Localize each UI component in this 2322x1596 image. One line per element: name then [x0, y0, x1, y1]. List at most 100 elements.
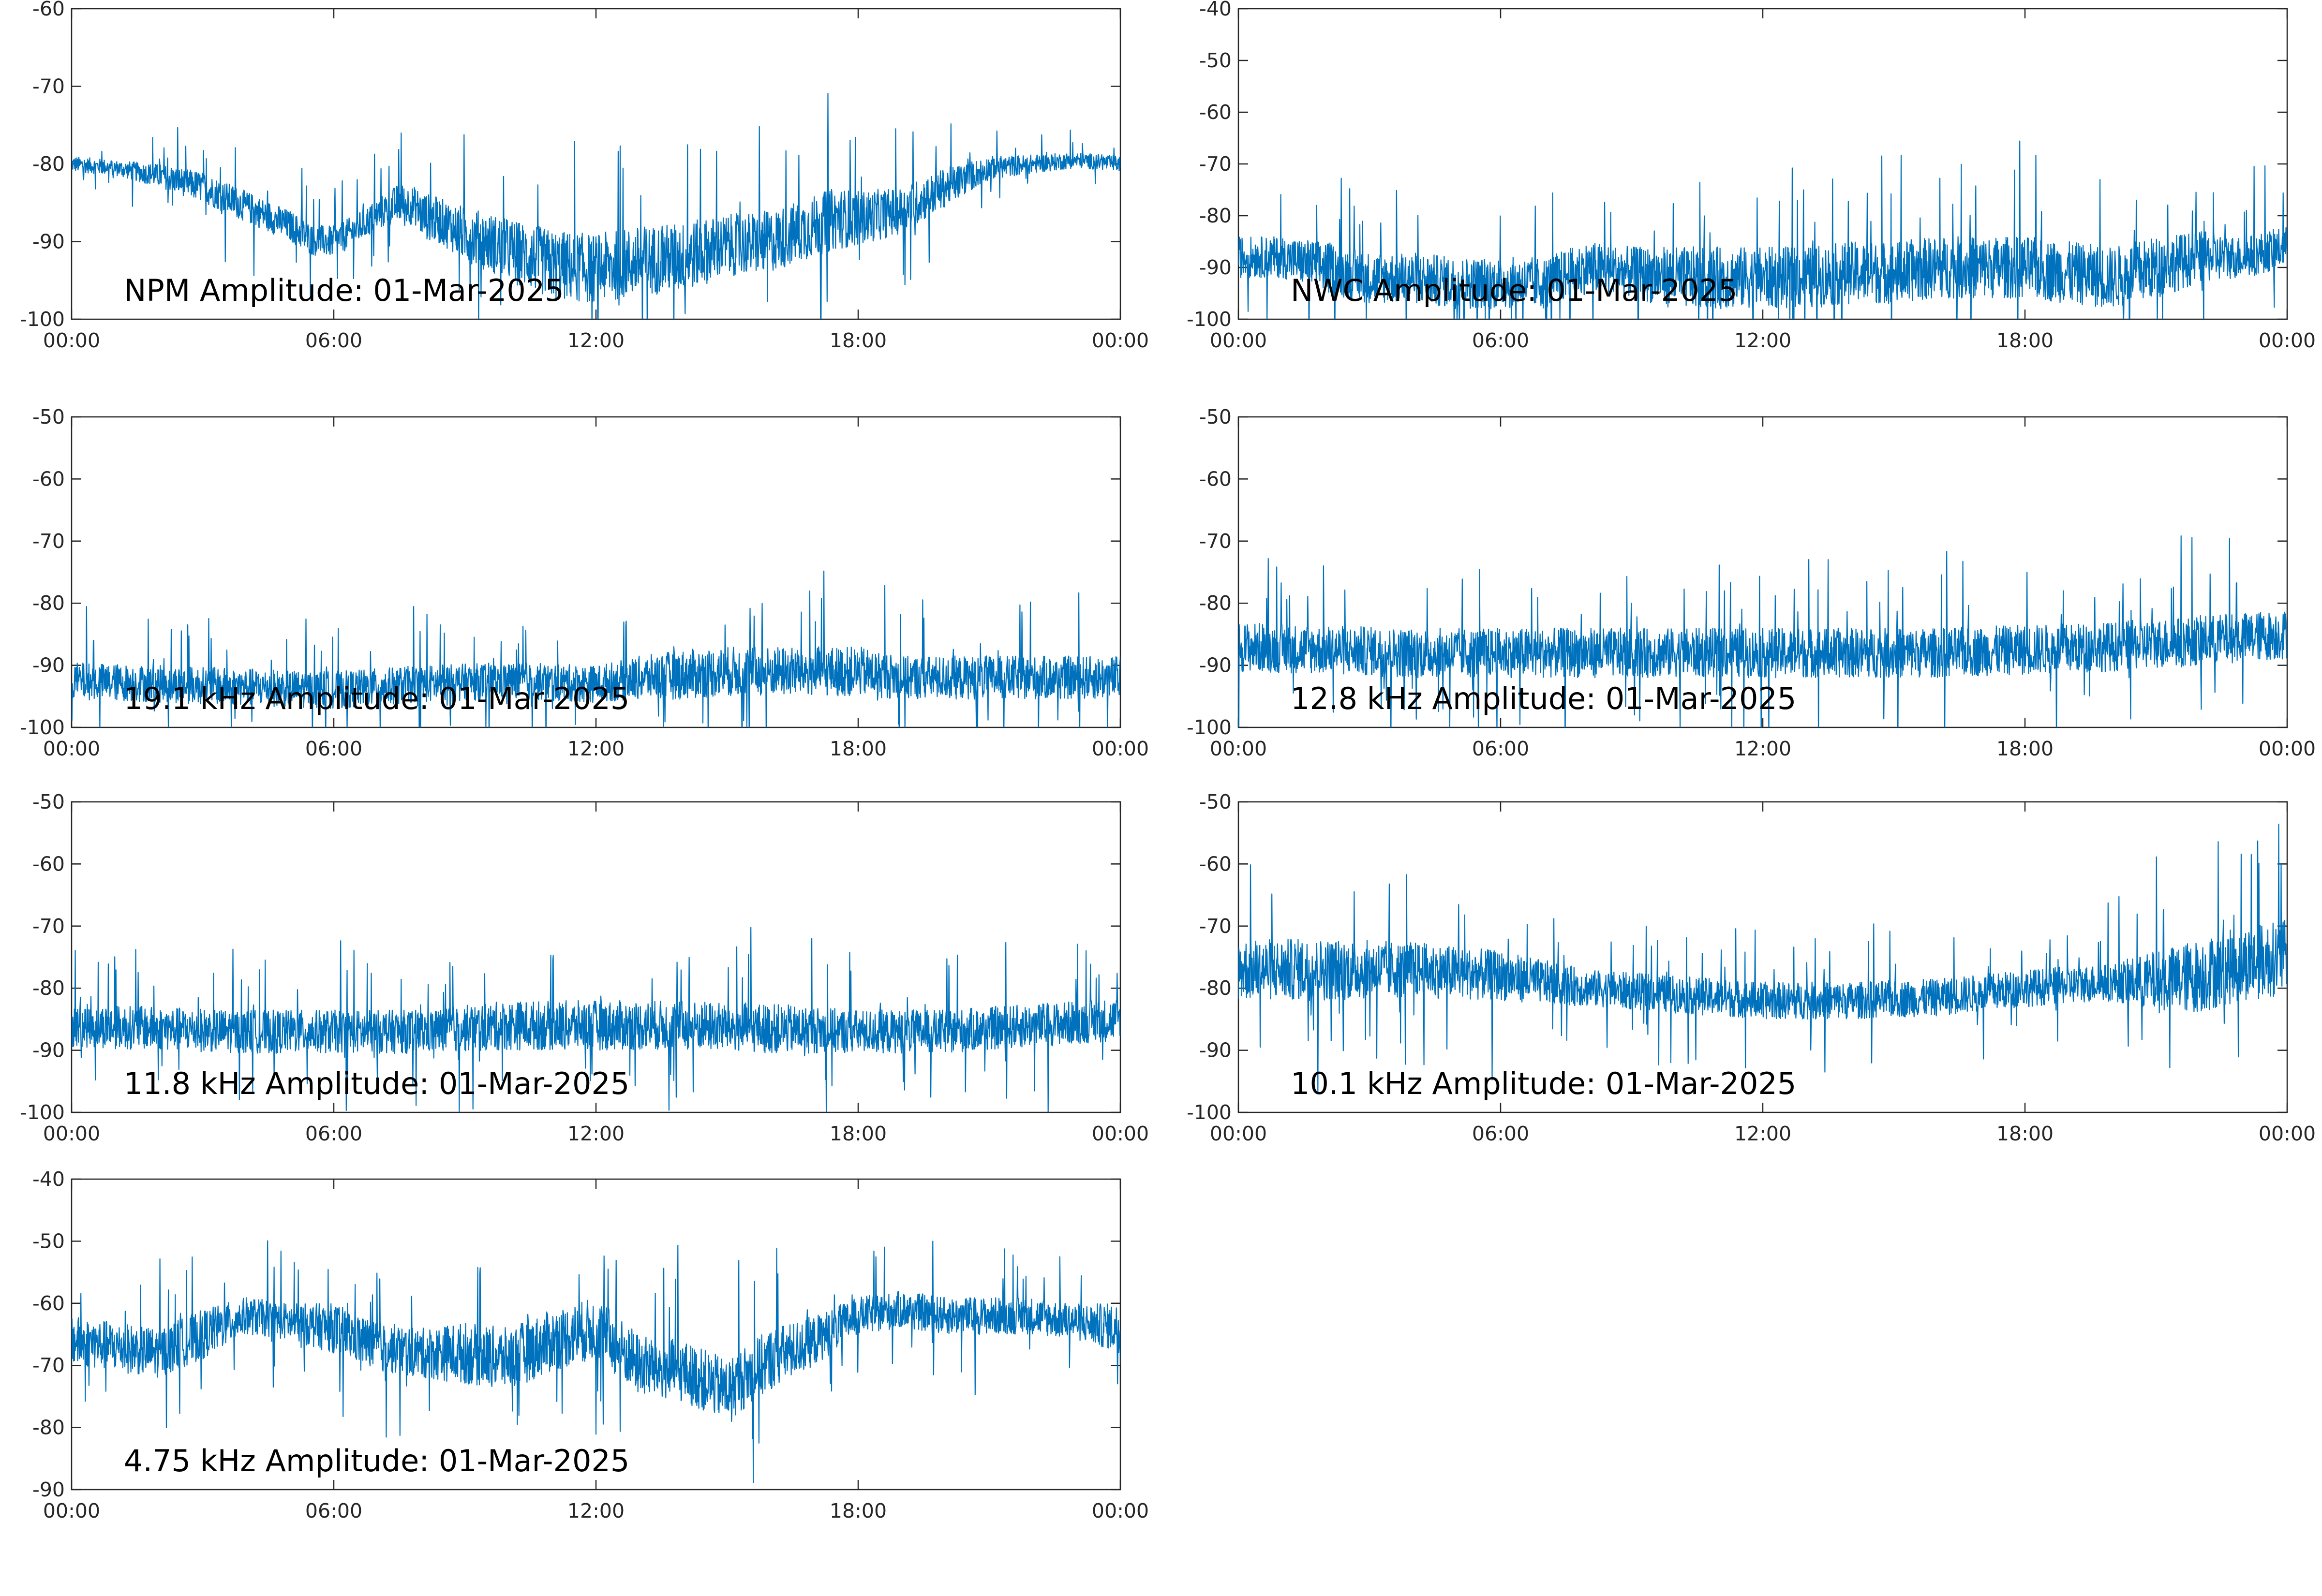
y-tick-label: -60 [32, 467, 65, 490]
y-tick-label: -40 [32, 1167, 65, 1191]
y-tick-label: -70 [1199, 530, 1232, 553]
x-tick-label: 06:00 [305, 737, 362, 760]
amplitude-trace [1238, 824, 2287, 1094]
amplitude-trace [1238, 140, 2287, 319]
amplitude-trace [1238, 535, 2287, 727]
x-tick-label: 18:00 [830, 1122, 887, 1145]
x-tick-label: 06:00 [305, 329, 362, 352]
y-tick-label: -50 [32, 405, 65, 429]
x-tick-label: 00:00 [43, 1122, 100, 1145]
plot-frame [1237, 416, 2288, 728]
x-tick-label: 00:00 [1092, 737, 1149, 760]
x-tick-label: 12:00 [567, 329, 625, 352]
y-tick-label: -90 [32, 1039, 65, 1062]
x-tick-label: 18:00 [830, 737, 887, 760]
x-tick-label: 18:00 [1996, 329, 2054, 352]
y-tick-label: -50 [1199, 405, 1232, 429]
y-tick-label: -60 [1199, 101, 1232, 124]
x-tick-label: 00:00 [2259, 329, 2316, 352]
y-tick-label: -90 [32, 1478, 65, 1501]
x-tick-label: 18:00 [1996, 737, 2054, 760]
x-tick-label: 06:00 [1472, 737, 1529, 760]
x-tick-label: 00:00 [43, 737, 100, 760]
y-tick-label: -60 [32, 1292, 65, 1315]
x-tick-label: 00:00 [43, 329, 100, 352]
plot-frame [71, 1178, 1121, 1491]
y-tick-label: -80 [32, 1416, 65, 1439]
x-tick-label: 00:00 [1092, 329, 1149, 352]
amplitude-trace [72, 1240, 1120, 1483]
y-tick-label: -50 [32, 1229, 65, 1253]
x-tick-label: 00:00 [1210, 329, 1267, 352]
x-tick-label: 00:00 [43, 1499, 100, 1522]
x-tick-label: 06:00 [1472, 329, 1529, 352]
x-tick-label: 06:00 [305, 1122, 362, 1145]
x-tick-label: 00:00 [1092, 1499, 1149, 1522]
amplitude-trace [72, 570, 1120, 727]
plot-title: 11.8 kHz Amplitude: 01-Mar-2025 [124, 1066, 629, 1101]
y-tick-label: -100 [20, 716, 65, 739]
y-tick-label: -80 [1199, 591, 1232, 615]
y-tick-label: -70 [1199, 152, 1232, 176]
y-tick-label: -80 [32, 152, 65, 176]
x-tick-label: 00:00 [1210, 1122, 1267, 1145]
x-tick-label: 12:00 [567, 1122, 625, 1145]
y-tick-label: -50 [1199, 790, 1232, 813]
amplitude-trace [72, 927, 1120, 1112]
y-tick-label: -40 [1199, 0, 1232, 20]
plot-frame [71, 801, 1121, 1113]
plot-title: 10.1 kHz Amplitude: 01-Mar-2025 [1291, 1066, 1796, 1101]
y-tick-label: -70 [32, 75, 65, 98]
y-tick-label: -70 [32, 1354, 65, 1377]
x-tick-label: 12:00 [567, 737, 625, 760]
x-tick-label: 12:00 [1734, 737, 1791, 760]
x-tick-label: 00:00 [1092, 1122, 1149, 1145]
y-tick-label: -100 [20, 308, 65, 331]
x-tick-label: 00:00 [2259, 1122, 2316, 1145]
y-tick-label: -90 [1199, 256, 1232, 279]
y-tick-label: -70 [1199, 915, 1232, 938]
y-tick-label: -100 [1187, 716, 1232, 739]
x-tick-label: 18:00 [830, 1499, 887, 1522]
y-tick-label: -60 [32, 0, 65, 20]
plot-title: 12.8 kHz Amplitude: 01-Mar-2025 [1291, 681, 1796, 716]
x-tick-label: 18:00 [830, 329, 887, 352]
x-tick-label: 06:00 [305, 1499, 362, 1522]
plot-title: NPM Amplitude: 01-Mar-2025 [124, 273, 564, 308]
y-tick-label: -90 [32, 654, 65, 677]
y-tick-label: -80 [1199, 976, 1232, 1000]
y-tick-label: -80 [32, 976, 65, 1000]
y-tick-label: -80 [1199, 204, 1232, 227]
amplitude-trace [72, 93, 1120, 319]
x-tick-label: 00:00 [1210, 737, 1267, 760]
y-tick-label: -100 [1187, 1101, 1232, 1124]
y-tick-label: -50 [1199, 49, 1232, 72]
y-tick-label: -90 [32, 230, 65, 253]
x-tick-label: 12:00 [1734, 1122, 1791, 1145]
plot-frame [71, 8, 1121, 320]
y-tick-label: -70 [32, 530, 65, 553]
y-tick-label: -90 [1199, 654, 1232, 677]
y-tick-label: -50 [32, 790, 65, 813]
y-tick-label: -60 [1199, 852, 1232, 875]
y-tick-label: -70 [32, 915, 65, 938]
y-tick-label: -100 [20, 1101, 65, 1124]
x-tick-label: 00:00 [2259, 737, 2316, 760]
plot-title: NWC Amplitude: 01-Mar-2025 [1291, 273, 1737, 308]
y-tick-label: -60 [1199, 467, 1232, 490]
y-tick-label: -100 [1187, 308, 1232, 331]
y-tick-label: -80 [32, 591, 65, 615]
x-tick-label: 06:00 [1472, 1122, 1529, 1145]
y-tick-label: -90 [1199, 1039, 1232, 1062]
plot-title: 4.75 kHz Amplitude: 01-Mar-2025 [124, 1443, 629, 1478]
y-tick-label: -60 [32, 852, 65, 875]
x-tick-label: 12:00 [1734, 329, 1791, 352]
plot-title: 19.1 kHz Amplitude: 01-Mar-2025 [124, 681, 629, 716]
